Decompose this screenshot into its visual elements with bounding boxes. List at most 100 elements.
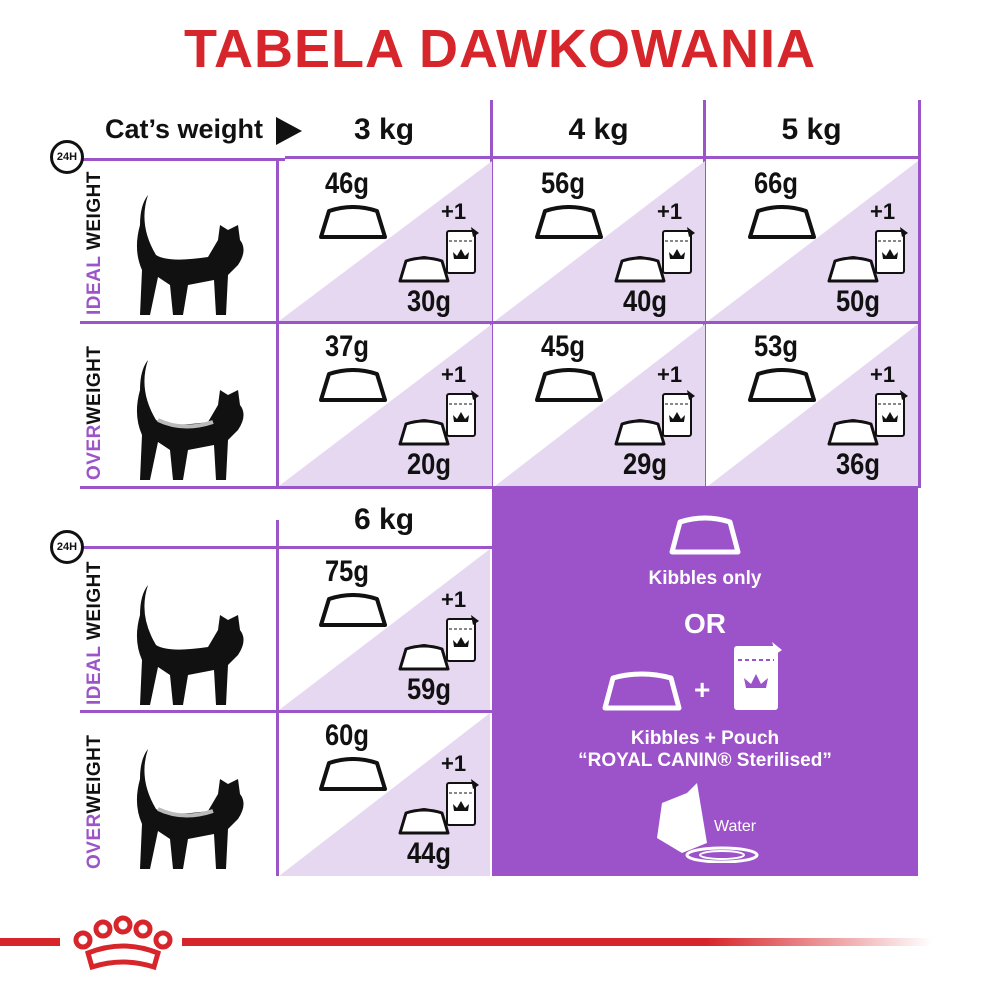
- dosage-cell: 37g +1 20g: [279, 324, 492, 486]
- row-label-rest: WEIGHT: [84, 734, 105, 814]
- food-bowl-icon: [319, 368, 387, 402]
- kibbles-only-amount: 53g: [754, 330, 798, 363]
- kibbles-with-pouch-amount: 50g: [836, 285, 880, 318]
- kibbles-only-amount: 37g: [325, 330, 369, 363]
- food-bowl-icon: [669, 515, 741, 555]
- row-label-ideal: IDEAL WEIGHT: [84, 171, 106, 315]
- grid-line: [80, 710, 492, 713]
- row-label-ideal: IDEAL WEIGHT: [84, 561, 106, 705]
- grid-line: [80, 158, 285, 161]
- grid-line: [80, 486, 918, 489]
- dosage-cell: 60g +1 44g: [279, 713, 490, 876]
- kibbles-only-amount: 60g: [325, 719, 369, 752]
- row-label-over: OVERWEIGHT: [84, 734, 106, 869]
- row-label-rest: WEIGHT: [84, 345, 105, 425]
- dosage-cell: 56g +1 40g: [495, 161, 705, 321]
- food-bowl-icon: [535, 205, 603, 239]
- pouch-icon: [662, 227, 695, 274]
- kibbles-with-pouch-amount: 20g: [407, 448, 451, 481]
- or-label: OR: [684, 608, 726, 639]
- pouch-icon: [446, 615, 479, 662]
- weight-header: 4 kg: [568, 113, 629, 146]
- row-label-rest: WEIGHT: [84, 561, 105, 646]
- kibbles-only-amount: 66g: [754, 167, 798, 200]
- pouch-icon: [662, 390, 695, 437]
- food-bowl-icon: [398, 644, 450, 671]
- kibbles-only-amount: 46g: [325, 167, 369, 200]
- kibbles-with-pouch-amount: 40g: [623, 285, 667, 318]
- kibbles-with-pouch-amount: 44g: [407, 837, 451, 870]
- arrow-right-icon: [276, 117, 302, 145]
- food-bowl-icon: [827, 256, 879, 283]
- food-bowl-icon: [319, 593, 387, 627]
- page-title: TABELA DAWKOWANIA: [184, 19, 816, 79]
- row-label-accent: OVER: [84, 813, 105, 869]
- dosage-cell: 53g +1 36g: [708, 324, 918, 486]
- kibbles-with-pouch-amount: 30g: [407, 285, 451, 318]
- plus-one-pouch: +1: [870, 362, 896, 387]
- pouch-icon: [446, 227, 479, 274]
- cat-silhouette-icon: [128, 575, 253, 715]
- legend-panel: Kibbles only OR + Kibbles + Pouch “ROYAL…: [492, 488, 918, 876]
- weight-header: 5 kg: [781, 113, 842, 146]
- weight-header: 6 kg: [353, 503, 415, 536]
- kibbles-only-amount: 45g: [541, 330, 585, 363]
- cats-weight-label: Cat’s weight: [105, 114, 264, 144]
- kibbles-with-pouch-amount: 36g: [836, 448, 880, 481]
- pouch-icon: [446, 390, 479, 437]
- water-bowl-icon: [657, 783, 759, 863]
- row-label-accent: IDEAL: [84, 255, 105, 315]
- pouch-icon: [446, 779, 479, 826]
- cat-silhouette-icon: [128, 739, 253, 879]
- cat-silhouette-icon: [128, 350, 253, 490]
- grid-line: [285, 156, 918, 159]
- footer-line-left: [0, 938, 60, 946]
- plus-one-pouch: +1: [657, 362, 683, 387]
- kibbles-with-pouch-amount: 29g: [623, 448, 667, 481]
- plus-one-pouch: +1: [441, 751, 467, 776]
- plus-one-pouch: +1: [870, 199, 896, 224]
- dosage-cell: 45g +1 29g: [495, 324, 705, 486]
- row-label-rest: WEIGHT: [84, 171, 105, 256]
- food-bowl-icon: [535, 368, 603, 402]
- plus-one-pouch: +1: [441, 362, 467, 387]
- kibbles-pouch-label: Kibbles + Pouch: [630, 728, 780, 749]
- dosage-cell: 66g +1 50g: [708, 161, 918, 321]
- clock-24h-icon: 24H: [50, 530, 84, 564]
- clock-24h-icon: 24H: [50, 140, 84, 174]
- food-bowl-icon: [614, 256, 666, 283]
- food-bowl-icon: [398, 256, 450, 283]
- product-label: “ROYAL CANIN® Sterilised”: [578, 750, 832, 771]
- food-bowl-icon: [614, 419, 666, 446]
- footer-line-right: [182, 938, 932, 946]
- kibbles-only-amount: 56g: [541, 167, 585, 200]
- pouch-icon: [875, 390, 908, 437]
- grid-line: [276, 158, 279, 488]
- grid-line: [80, 321, 918, 324]
- dosage-cell: 75g +1 59g: [279, 549, 490, 710]
- weight-header: 3 kg: [353, 113, 415, 146]
- plus-one-pouch: +1: [441, 587, 467, 612]
- pouch-icon: [734, 642, 782, 710]
- pouch-icon: [875, 227, 908, 274]
- row-label-accent: IDEAL: [84, 645, 105, 705]
- kibbles-with-pouch-amount: 59g: [407, 673, 451, 706]
- food-bowl-icon: [398, 419, 450, 446]
- cat-silhouette-icon: [128, 185, 253, 325]
- food-bowl-icon: [748, 205, 816, 239]
- food-bowl-icon: [398, 808, 450, 835]
- plus-one-pouch: +1: [441, 199, 467, 224]
- grid-line: [80, 546, 492, 549]
- plus-one-pouch: +1: [657, 199, 683, 224]
- row-label-over: OVERWEIGHT: [84, 345, 106, 480]
- food-bowl-icon: [602, 671, 682, 711]
- royal-canin-crown-logo: [73, 915, 173, 971]
- water-label: Water: [714, 818, 757, 835]
- food-bowl-icon: [748, 368, 816, 402]
- plus-sign: +: [694, 674, 711, 705]
- food-bowl-icon: [319, 205, 387, 239]
- dosage-cell: 46g +1 30g: [279, 161, 492, 321]
- kibbles-only-label: Kibbles only: [648, 568, 762, 589]
- food-bowl-icon: [827, 419, 879, 446]
- kibbles-only-amount: 75g: [325, 555, 369, 588]
